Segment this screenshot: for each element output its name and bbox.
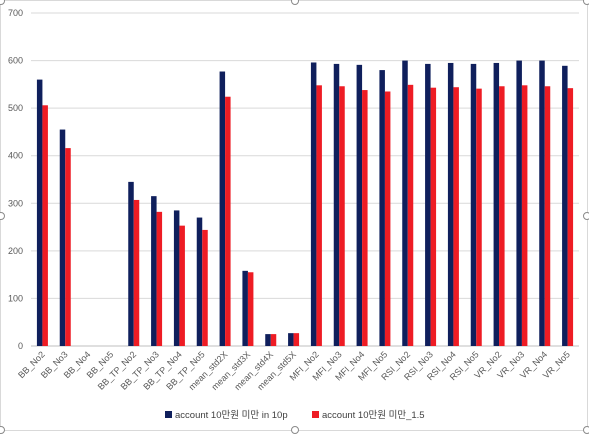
bar-BB_TP_No5-series-1 [196, 217, 203, 346]
resize-handle-top-right[interactable] [583, 0, 589, 5]
bars [36, 60, 574, 347]
bar-BB_TP_No4-series-1 [173, 210, 180, 346]
bar-mean_std3X-series-2 [247, 272, 254, 346]
y-tick-label: 300 [8, 198, 23, 208]
bar-mean_std2X-series-1 [219, 71, 226, 347]
bar-mean_std5X-series-2 [293, 333, 300, 346]
bar-BB_TP_No2-series-2 [133, 199, 140, 346]
y-tick-label: 100 [8, 293, 23, 303]
bar-RSI_No5-series-2 [476, 88, 482, 346]
resize-handle-right[interactable] [583, 212, 589, 220]
bar-BB_No2-series-1 [36, 79, 43, 346]
bar-mean_std2X-series-2 [225, 96, 231, 347]
bar-MFI_No3-series-1 [333, 63, 340, 346]
legend: account 10만원 미만 in 10p account 10만원 미만_1.… [165, 410, 425, 421]
bar-MFI_No5-series-2 [384, 91, 391, 346]
resize-handle-left[interactable] [0, 212, 5, 220]
resize-handle-bottom-right[interactable] [583, 426, 589, 434]
bar-RSI_No3-series-1 [425, 63, 431, 346]
bar-VR_No3-series-1 [516, 60, 522, 346]
gridlines [31, 12, 579, 347]
bar-VR_No2-series-1 [493, 62, 500, 346]
bar-RSI_No4-series-1 [447, 62, 454, 346]
resize-handle-top-left[interactable] [0, 0, 5, 5]
bar-RSI_No2-series-2 [407, 84, 414, 346]
y-tick-label: 600 [8, 56, 23, 66]
legend-label-series-2: account 10만원 미만_1.5 [322, 410, 425, 421]
bar-BB_No3-series-2 [65, 148, 71, 346]
bar-VR_No5-series-2 [567, 88, 574, 347]
y-tick-label: 500 [8, 103, 23, 113]
bar-mean_std3X-series-1 [242, 270, 248, 346]
bar-MFI_No5-series-1 [379, 70, 385, 346]
bar-VR_No2-series-2 [499, 86, 505, 346]
bar-RSI_No5-series-1 [470, 63, 477, 346]
bar-VR_No4-series-1 [539, 60, 545, 346]
bar-BB_No2-series-2 [42, 105, 48, 346]
bar-VR_No3-series-2 [521, 85, 528, 347]
y-axis-ticks: 0 100 200 300 400 500 600 700 [8, 8, 23, 351]
bar-MFI_No3-series-2 [339, 86, 345, 346]
bar-BB_TP_No4-series-2 [179, 225, 185, 346]
bar-MFI_No2-series-1 [310, 62, 317, 347]
bar-mean_std5X-series-1 [288, 333, 294, 346]
legend-swatch-series-1 [165, 411, 172, 418]
bar-VR_No4-series-2 [544, 86, 551, 346]
resize-handle-top[interactable] [291, 0, 299, 5]
y-tick-label: 400 [8, 151, 23, 161]
bar-RSI_No4-series-2 [453, 87, 459, 346]
bar-MFI_No4-series-1 [356, 64, 363, 347]
bar-mean_std4X-series-1 [265, 334, 271, 346]
bar-BB_TP_No2-series-1 [128, 181, 134, 346]
bar-MFI_No4-series-2 [362, 90, 368, 347]
bar-RSI_No2-series-1 [402, 60, 408, 346]
y-tick-label: 700 [8, 8, 23, 18]
bar-VR_No5-series-1 [562, 65, 568, 346]
y-tick-label: 200 [8, 246, 23, 256]
x-axis-ticks: BB_No2BB_No3BB_No4BB_No5BB_TP_No2BB_TP_N… [16, 349, 572, 392]
bar-RSI_No3-series-2 [430, 87, 437, 347]
bar-mean_std4X-series-2 [270, 334, 277, 346]
bar-MFI_No2-series-2 [316, 85, 322, 347]
bar-BB_TP_No3-series-1 [151, 196, 157, 346]
resize-handle-bottom[interactable] [291, 426, 299, 434]
bar-BB_No3-series-1 [59, 129, 66, 346]
bar-BB_TP_No5-series-2 [202, 229, 208, 346]
bar-BB_TP_No3-series-2 [156, 211, 163, 346]
legend-swatch-series-2 [312, 411, 319, 418]
resize-handle-bottom-left[interactable] [0, 426, 5, 434]
legend-label-series-1: account 10만원 미만 in 10p [175, 410, 288, 421]
y-tick-label: 0 [18, 341, 23, 351]
